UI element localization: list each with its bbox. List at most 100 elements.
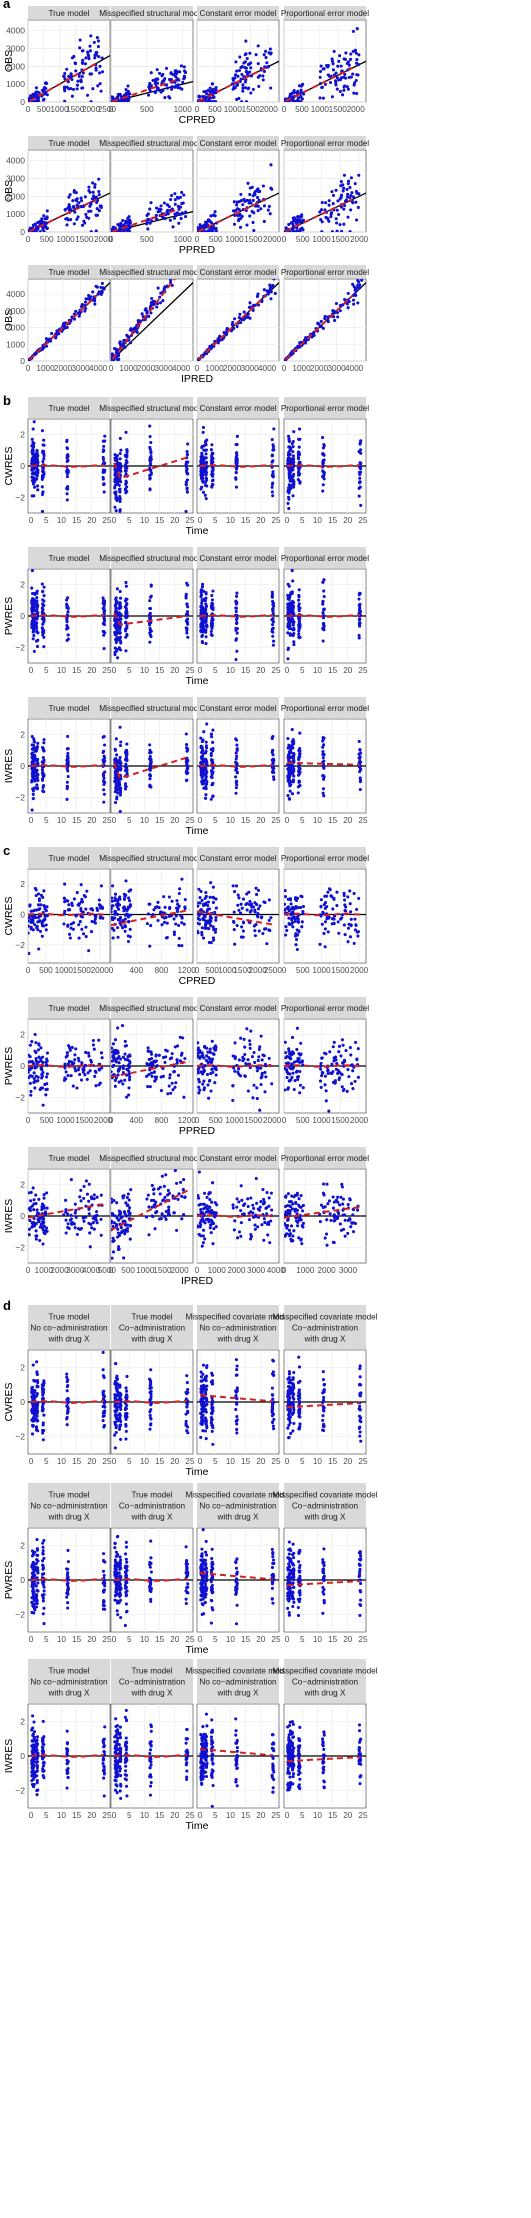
data-point [65,618,69,622]
data-point [91,290,95,294]
panel-data [284,427,366,510]
data-point [100,56,104,60]
data-point [93,921,97,925]
data-point [318,96,322,100]
x-tick-label: 15 [72,516,82,525]
data-point [55,329,59,333]
x-tick-label: 25 [358,816,368,825]
data-point [357,486,361,490]
data-point [116,935,120,939]
x-tick-label: 5 [44,666,49,675]
x-tick-label: 15 [155,666,165,675]
data-point [264,49,268,53]
data-point [210,598,214,602]
data-point [148,757,152,761]
data-point [101,750,105,754]
data-point [115,458,119,462]
y-tick-label: 1000 [6,79,25,89]
data-point [234,461,238,465]
data-point [234,757,238,761]
data-point [32,441,36,446]
data-point [65,638,69,642]
data-point [44,923,48,927]
y-axis-label: CWRES [3,446,15,485]
data-point [125,626,129,630]
y-tick-label: 2 [20,879,25,889]
x-tick-label: 1000 [50,105,69,114]
data-point [66,747,70,751]
data-point [118,809,122,813]
data-point [118,601,122,605]
data-point [76,79,80,83]
data-point [118,743,123,748]
data-point [358,480,362,484]
data-point [322,794,326,798]
data-point [162,911,166,915]
data-point [124,879,128,883]
panel-title: Misspecified structural model [99,9,205,18]
data-point [111,896,114,900]
data-point [114,455,118,459]
data-point [99,89,103,93]
data-point [122,905,126,909]
data-point [347,75,351,80]
data-point [297,460,301,464]
x-tick-label: 2000 [94,235,113,244]
data-point [255,892,259,897]
x-tick-label: 5 [44,516,49,525]
data-point [257,929,261,933]
x-tick-label: 20 [87,666,97,675]
data-point [262,69,266,73]
data-point [211,618,215,622]
data-point [42,889,46,893]
data-point [75,87,79,91]
data-point [33,886,37,890]
data-point [35,606,39,610]
data-point [203,772,208,776]
data-point [35,450,39,454]
data-point [42,738,46,742]
x-tick-label: 0 [195,966,200,975]
data-point [358,765,362,769]
data-point [288,632,292,636]
data-point [292,751,296,756]
data-point [123,463,128,467]
x-tick-label: 2000 [137,364,156,373]
data-point [256,209,260,213]
data-point [31,223,35,227]
data-point [255,294,260,299]
data-point [248,921,252,925]
data-point [298,227,302,232]
x-tick-label: 20 [256,516,266,525]
data-point [338,223,342,227]
data-point [66,734,70,738]
data-point [35,745,39,749]
data-point [148,754,152,758]
data-point [356,73,360,77]
data-point [169,279,173,282]
x-tick-label: 25 [185,666,195,675]
data-point [30,751,35,755]
data-point [103,434,107,438]
data-point [157,88,161,92]
data-point [213,210,217,214]
data-point [168,218,172,222]
data-point [349,75,353,79]
data-point [246,181,250,185]
data-point [214,915,218,920]
y-tick-label: 2 [20,730,25,740]
data-point [102,735,106,739]
data-point [114,596,118,600]
data-point [79,900,83,904]
data-point [116,902,120,906]
data-point [182,65,186,69]
data-point [91,87,95,91]
data-point [207,96,211,101]
data-point [34,893,38,898]
data-point [32,478,36,483]
data-point [323,82,328,86]
data-point [205,722,209,726]
x-tick-label: 500 [40,235,54,244]
panel-data [28,734,110,812]
